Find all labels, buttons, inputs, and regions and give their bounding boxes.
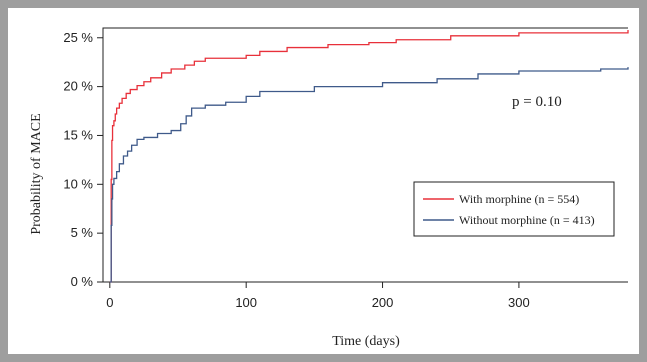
series-line-0 bbox=[109, 29, 629, 283]
y-axis: 0 % 5 % 10 % 15 % 20 % 25 % bbox=[63, 30, 103, 289]
series-layer bbox=[109, 29, 629, 283]
y-tick-label-0: 0 % bbox=[71, 274, 94, 289]
series-line-1 bbox=[109, 67, 629, 283]
x-tick-label-200: 200 bbox=[372, 295, 394, 310]
y-tick-label-25: 25 % bbox=[63, 30, 93, 45]
y-tick-label-15: 15 % bbox=[63, 127, 93, 142]
legend-label-without-morphine: Without morphine (n = 413) bbox=[459, 213, 595, 227]
legend-label-with-morphine: With morphine (n = 554) bbox=[459, 192, 579, 206]
x-tick-label-100: 100 bbox=[235, 295, 257, 310]
x-tick-label-300: 300 bbox=[508, 295, 530, 310]
x-axis: 0 100 200 300 bbox=[106, 282, 530, 310]
x-axis-title: Time (days) bbox=[332, 334, 400, 349]
y-tick-label-10: 10 % bbox=[63, 176, 93, 191]
plot-border bbox=[102, 27, 628, 283]
y-tick-label-5: 5 % bbox=[71, 225, 94, 240]
legend-box bbox=[413, 181, 615, 237]
p-value-annotation: p = 0.10 bbox=[512, 94, 562, 110]
y-tick-label-20: 20 % bbox=[63, 79, 93, 94]
legend: With morphine (n = 554) Without morphine… bbox=[413, 181, 615, 237]
x-tick-label-0: 0 bbox=[106, 295, 113, 310]
plot-area bbox=[102, 27, 628, 283]
y-axis-title: Probability of MACE bbox=[29, 113, 44, 234]
